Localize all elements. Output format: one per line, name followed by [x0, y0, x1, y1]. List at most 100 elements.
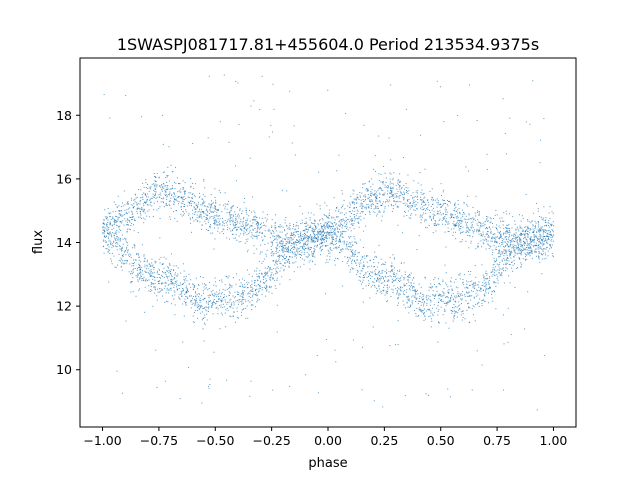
data-point [334, 232, 336, 234]
data-point [378, 210, 380, 212]
data-point [455, 206, 457, 208]
data-point [250, 285, 252, 287]
data-point [202, 277, 204, 279]
data-point [510, 243, 512, 245]
data-point [355, 241, 357, 243]
data-point [407, 205, 409, 207]
data-point [299, 251, 301, 253]
data-point [503, 241, 505, 243]
data-point [457, 295, 459, 297]
data-point [429, 286, 431, 288]
data-point [126, 262, 128, 264]
data-point [317, 230, 319, 232]
data-point [498, 272, 500, 274]
data-point [287, 251, 289, 253]
data-point [220, 299, 222, 301]
data-point [239, 295, 241, 297]
data-point [547, 237, 549, 239]
data-point [266, 285, 268, 287]
data-point [204, 187, 206, 189]
data-point [221, 298, 223, 300]
data-point [259, 227, 261, 229]
data-point [341, 220, 343, 222]
data-point [485, 292, 487, 294]
data-point [355, 199, 357, 201]
data-point [351, 220, 353, 222]
data-point [185, 278, 187, 280]
data-point [124, 260, 126, 262]
data-point [201, 305, 203, 307]
data-point [126, 259, 128, 261]
data-point [151, 283, 153, 285]
data-point [474, 282, 476, 284]
data-point [106, 248, 108, 250]
data-point [261, 289, 263, 291]
data-point [106, 229, 108, 231]
data-point [242, 297, 244, 298]
data-point [459, 213, 461, 215]
data-point [275, 252, 277, 254]
data-point [140, 266, 142, 268]
data-point [261, 251, 263, 253]
data-point [229, 214, 231, 216]
data-point [246, 281, 248, 283]
data-point [451, 216, 453, 218]
data-point [381, 272, 383, 274]
data-point [282, 259, 284, 261]
data-point [469, 235, 471, 237]
data-point [162, 275, 164, 277]
data-point [246, 283, 248, 285]
data-point [140, 272, 142, 274]
data-point [188, 273, 190, 275]
data-point [256, 295, 258, 297]
data-point [111, 225, 113, 227]
data-point [481, 364, 483, 366]
data-point [359, 276, 361, 278]
data-point [258, 273, 260, 275]
data-point [472, 232, 474, 234]
data-point [272, 267, 274, 269]
data-point [386, 186, 388, 188]
data-point [267, 275, 269, 277]
data-point [124, 204, 126, 206]
data-point [122, 260, 124, 262]
data-point [245, 239, 247, 241]
data-point [425, 298, 427, 300]
data-point [118, 217, 120, 218]
data-point [464, 218, 466, 220]
data-point [288, 249, 290, 251]
data-point [539, 234, 541, 236]
data-point [270, 275, 272, 277]
data-point [374, 274, 376, 276]
data-point [188, 214, 190, 216]
data-point [370, 271, 372, 273]
data-point [129, 216, 131, 218]
data-point [189, 202, 191, 204]
data-point [144, 194, 146, 196]
data-point [277, 244, 279, 246]
data-point [294, 244, 296, 246]
data-point [107, 219, 109, 221]
data-point [527, 249, 529, 251]
data-point [142, 210, 144, 212]
data-point [158, 280, 160, 282]
data-point [121, 220, 123, 222]
data-point [247, 293, 249, 295]
data-point [226, 379, 228, 381]
data-point [326, 236, 328, 238]
data-point [314, 263, 316, 265]
data-point [199, 216, 201, 218]
data-point [138, 272, 140, 274]
data-point [323, 225, 325, 227]
data-point [350, 223, 352, 225]
data-point [509, 255, 511, 257]
data-point [284, 262, 286, 264]
data-point [421, 202, 423, 204]
data-point [354, 220, 356, 222]
data-point [130, 217, 132, 219]
data-point [196, 301, 198, 303]
data-point [266, 255, 268, 257]
data-point [221, 231, 223, 233]
data-point [525, 194, 527, 196]
data-point [372, 211, 374, 213]
